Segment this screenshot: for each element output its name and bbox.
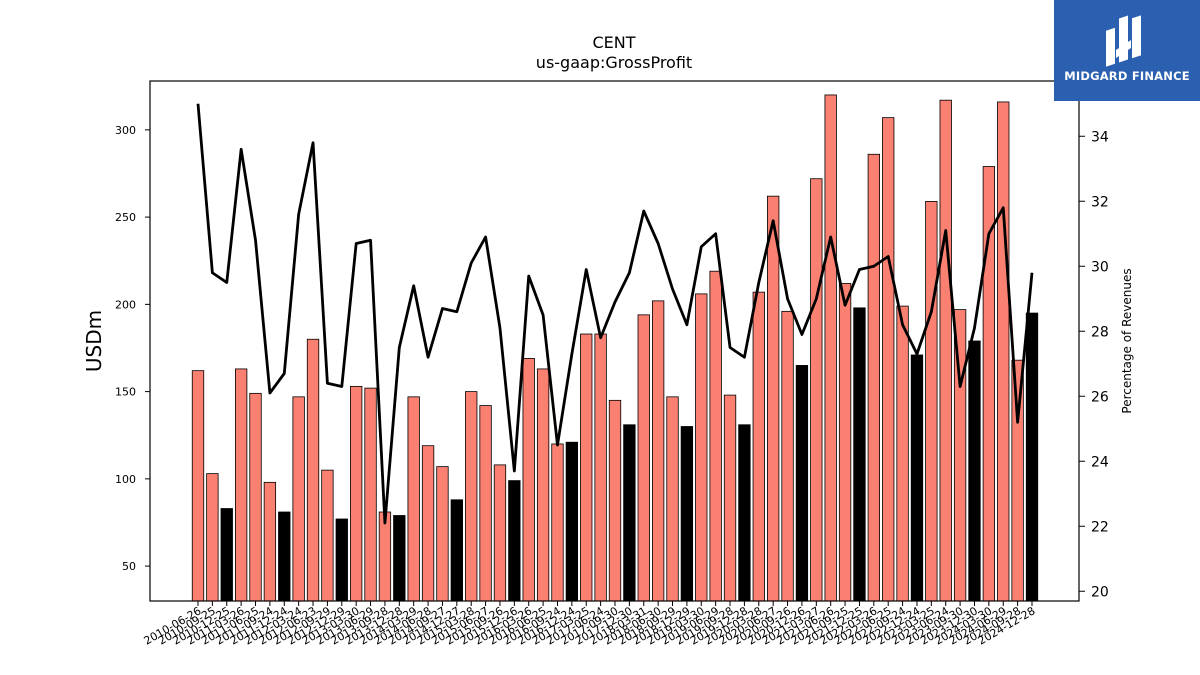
bar-2011-09-24	[263, 481, 277, 602]
bar-2011-06-25	[249, 392, 262, 602]
y-tick-label: 150	[115, 386, 136, 399]
y-tick-label: 250	[115, 211, 136, 224]
bar-series	[191, 94, 1039, 602]
bar-2012-03-24	[292, 396, 305, 602]
bar-2024-12-28	[1025, 312, 1039, 602]
bar-2010-06-26	[191, 370, 205, 602]
bar-2017-03-25	[580, 333, 593, 602]
percentage-line	[196, 103, 1034, 525]
y2-tick-label: 20	[1091, 584, 1109, 600]
y2-tick-label: 24	[1091, 454, 1109, 470]
bar-2021-06-26	[824, 94, 837, 602]
y2-tick-label: 32	[1091, 194, 1109, 210]
bar-2023-06-24	[939, 99, 952, 602]
x-axis: 2010-06-262010-09-252010-12-252011-03-26…	[142, 601, 1038, 648]
bar-2022-06-25	[882, 117, 895, 602]
bar-2015-03-28	[465, 391, 478, 602]
bar-2013-06-29	[364, 387, 377, 602]
y2-axis-label: Percentage of Revenues	[1120, 268, 1134, 413]
bar-2019-06-29	[709, 270, 722, 602]
bar-2010-09-25	[206, 473, 219, 602]
bar-2017-06-24	[594, 333, 607, 602]
y-tick-label: 200	[115, 298, 136, 311]
bar-2024-06-29	[997, 101, 1010, 602]
bar-2014-06-28	[421, 445, 435, 602]
bar-2020-09-26	[781, 310, 794, 602]
bar-2014-03-29	[407, 396, 420, 602]
bar-2015-12-26	[508, 480, 521, 602]
brand-logo: MIDGARD FINANCE	[1054, 0, 1200, 101]
bar-2010-12-25	[220, 508, 233, 602]
y-axis-label: USDm	[82, 310, 106, 372]
bar-2024-09-28	[1011, 359, 1024, 602]
bar-2023-12-30	[968, 340, 981, 602]
bar-2020-06-27	[767, 195, 780, 602]
bar-2014-12-27	[450, 499, 463, 602]
bar-2014-09-27	[436, 466, 449, 602]
bar-2016-03-26	[522, 358, 535, 602]
bar-2021-09-25	[838, 283, 852, 602]
bar-2019-03-30	[695, 293, 708, 602]
bar-2020-12-26	[795, 365, 809, 602]
bar-2013-09-28	[378, 511, 392, 602]
bar-2012-12-29	[335, 518, 348, 602]
y-tick-label: 300	[115, 124, 136, 137]
bar-2015-06-27	[479, 405, 492, 602]
y-axis-right: 20 22 24 26 28 30 32 34	[1079, 129, 1109, 600]
bar-2013-12-28	[393, 515, 406, 602]
bar-2016-06-25	[536, 368, 550, 602]
bar-2021-03-27	[810, 178, 823, 602]
y2-tick-label: 28	[1091, 324, 1109, 340]
percentage-line-series	[196, 103, 1034, 525]
bar-2019-12-28	[738, 424, 751, 602]
y2-tick-label: 34	[1091, 129, 1109, 145]
chart-subtitle: us-gaap:GrossProfit	[536, 53, 692, 72]
bar-2018-06-30	[651, 300, 665, 602]
bar-2022-03-26	[867, 153, 880, 602]
bar-2013-03-30	[350, 385, 363, 602]
bar-2011-12-24	[278, 511, 291, 602]
bar-2021-12-25	[853, 307, 866, 602]
bar-2017-12-30	[623, 424, 636, 602]
brand-name: MIDGARD FINANCE	[1064, 69, 1190, 83]
bar-2011-03-26	[234, 368, 248, 602]
bar-2012-06-23	[306, 338, 320, 602]
bar-2019-09-28	[723, 394, 737, 602]
bar-2016-12-24	[565, 441, 579, 602]
y2-tick-label: 30	[1091, 259, 1109, 275]
chart-title: CENT	[592, 33, 635, 52]
y-tick-label: 50	[122, 560, 136, 573]
y2-tick-label: 26	[1091, 389, 1109, 405]
bar-2015-09-26	[493, 464, 507, 602]
bar-2016-09-24	[551, 443, 564, 602]
bar-2022-12-24	[910, 354, 924, 602]
bar-2018-09-29	[666, 396, 679, 602]
bar-2020-03-28	[752, 291, 765, 602]
bar-2018-03-31	[637, 314, 650, 602]
y2-tick-label: 22	[1091, 519, 1109, 535]
bar-2012-09-29	[321, 469, 334, 602]
y-tick-label: 100	[115, 473, 136, 486]
bar-2023-03-25	[925, 200, 938, 602]
y-axis-left: 50 100 150 200 250 300	[115, 124, 150, 573]
bar-2018-12-29	[680, 426, 694, 602]
bar-2017-09-30	[608, 399, 622, 602]
bar-2022-09-24	[896, 305, 909, 602]
brand-mark-icon	[1106, 15, 1141, 67]
